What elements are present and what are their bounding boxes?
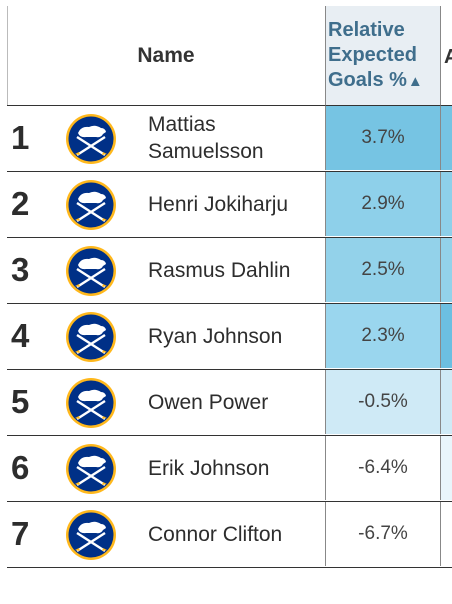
column-header-next-partial[interactable]: A bbox=[441, 6, 452, 106]
column-header-line2: Expected bbox=[328, 43, 417, 66]
player-name[interactable]: Owen Power bbox=[148, 390, 269, 414]
buffalo-sabres-logo-icon bbox=[65, 509, 117, 561]
buffalo-sabres-logo-icon bbox=[65, 245, 117, 297]
column-header-relative-xg[interactable]: Relative Expected Goals %▲︎ bbox=[325, 6, 441, 106]
player-name[interactable]: Erik Johnson bbox=[148, 456, 270, 480]
relative-xg-value: -6.4% bbox=[325, 436, 441, 500]
rank-number: 6 bbox=[11, 449, 30, 486]
table-row[interactable]: 5 Owen Power -0.5% bbox=[7, 370, 452, 436]
column-header-name[interactable]: Name bbox=[7, 6, 325, 106]
buffalo-sabres-logo-icon bbox=[65, 377, 117, 429]
next-column-cell-partial bbox=[441, 436, 452, 500]
table-row[interactable]: 3 Rasmus Dahlin 2.5% bbox=[7, 238, 452, 304]
buffalo-sabres-logo-icon bbox=[65, 113, 117, 165]
buffalo-sabres-logo-icon bbox=[65, 311, 117, 363]
buffalo-sabres-logo-icon bbox=[65, 179, 117, 231]
buffalo-sabres-logo-icon bbox=[65, 443, 117, 495]
rank-number: 4 bbox=[11, 317, 30, 354]
column-header-line1: Relative bbox=[328, 18, 405, 41]
rank-number: 3 bbox=[11, 251, 30, 288]
relative-xg-value: -6.7% bbox=[325, 502, 441, 566]
table-row[interactable]: 2 Henri Jokiharju 2.9% bbox=[7, 172, 452, 238]
column-header-name-label: Name bbox=[137, 43, 195, 67]
player-name[interactable]: Connor Clifton bbox=[148, 522, 283, 546]
table-row[interactable]: 6 Erik Johnson -6.4% bbox=[7, 436, 452, 502]
table-row[interactable]: 7 Connor Clifton -6.7% bbox=[7, 502, 452, 568]
relative-xg-value: 2.5% bbox=[325, 238, 441, 302]
next-column-cell-partial bbox=[441, 106, 452, 170]
table-left-border bbox=[7, 6, 8, 106]
player-name[interactable]: Ryan Johnson bbox=[148, 324, 283, 348]
relative-xg-value: 2.9% bbox=[325, 172, 441, 236]
relative-xg-value: -0.5% bbox=[325, 370, 441, 434]
player-name[interactable]: Mattias Samuelsson bbox=[148, 113, 264, 163]
rank-number: 1 bbox=[11, 119, 30, 156]
relative-xg-value: 2.3% bbox=[325, 304, 441, 368]
relative-xg-value: 3.7% bbox=[325, 106, 441, 170]
next-column-cell-partial bbox=[441, 502, 452, 566]
next-column-cell-partial bbox=[441, 304, 452, 368]
column-header-line3: Goals %▲︎ bbox=[328, 68, 423, 91]
sort-updown-icon[interactable]: ▲︎ bbox=[407, 72, 423, 90]
next-column-cell-partial bbox=[441, 370, 452, 434]
table-row[interactable]: 1 Mattias Samuelsson 3.7% bbox=[7, 106, 452, 172]
table-row[interactable]: 4 Ryan Johnson 2.3% bbox=[7, 304, 452, 370]
rank-number: 5 bbox=[11, 383, 30, 420]
player-name[interactable]: Henri Jokiharju bbox=[148, 192, 289, 216]
rank-number: 7 bbox=[11, 515, 30, 552]
next-column-cell-partial bbox=[441, 172, 452, 236]
player-name[interactable]: Rasmus Dahlin bbox=[148, 258, 291, 282]
rank-number: 2 bbox=[11, 185, 30, 222]
next-column-cell-partial bbox=[441, 238, 452, 302]
